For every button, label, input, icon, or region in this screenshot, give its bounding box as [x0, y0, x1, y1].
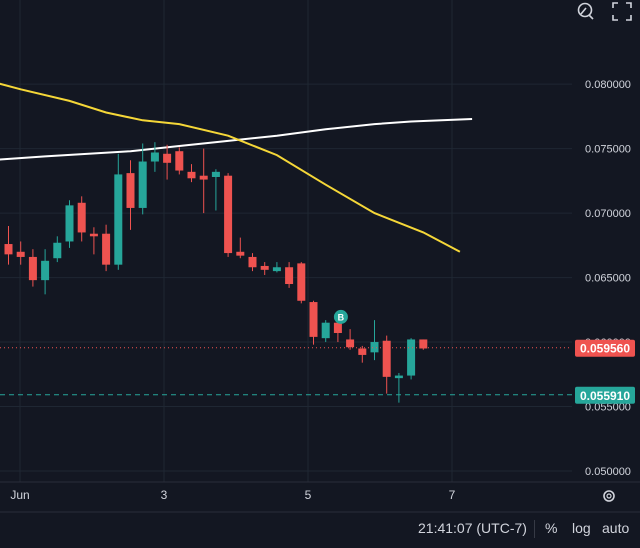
- settings-icon[interactable]: [603, 490, 615, 502]
- x-tick-label: Jun: [10, 488, 29, 502]
- y-tick-label: 0.070000: [585, 208, 631, 220]
- candle-body[interactable]: [199, 175, 208, 180]
- candle-body[interactable]: [394, 375, 403, 379]
- candle-body[interactable]: [285, 267, 294, 285]
- candle-body[interactable]: [4, 244, 13, 255]
- screenshot-icon[interactable]: [572, 0, 600, 24]
- candle-body[interactable]: [407, 339, 416, 376]
- buy-marker-label: B: [338, 312, 345, 322]
- target-price-label: 0.055910: [580, 389, 630, 403]
- x-tick-label: 3: [161, 488, 168, 502]
- y-tick-label: 0.050000: [585, 466, 631, 478]
- y-tick-label: 0.055000: [585, 402, 631, 414]
- fullscreen-icon[interactable]: [608, 0, 636, 24]
- candle-body[interactable]: [272, 267, 281, 272]
- candle-body[interactable]: [419, 339, 428, 349]
- x-tick-label: 5: [305, 488, 312, 502]
- candle-body[interactable]: [102, 233, 111, 265]
- candle-body[interactable]: [175, 151, 184, 171]
- candle-body[interactable]: [260, 265, 269, 270]
- last-price-label: 0.059560: [580, 342, 630, 356]
- candle-body[interactable]: [321, 322, 330, 339]
- candle-body[interactable]: [333, 322, 342, 334]
- candle-body[interactable]: [126, 173, 135, 208]
- candle-body[interactable]: [236, 251, 245, 256]
- y-tick-label: 0.080000: [585, 79, 631, 91]
- candle-body[interactable]: [28, 256, 37, 281]
- target-price-badge: [575, 386, 635, 404]
- candle-body[interactable]: [224, 175, 233, 254]
- candle-body[interactable]: [346, 339, 355, 348]
- candle-body[interactable]: [89, 233, 98, 237]
- candle-body[interactable]: [114, 174, 123, 265]
- y-tick-label: 0.075000: [585, 144, 631, 156]
- candle-body[interactable]: [370, 342, 379, 353]
- bottom-toolbar: 21:41:07 (UTC-7) % log auto: [0, 513, 640, 543]
- candle-body[interactable]: [65, 205, 74, 242]
- candle-body[interactable]: [309, 302, 318, 337]
- candle-body[interactable]: [248, 256, 257, 268]
- percent-toggle[interactable]: %: [545, 520, 558, 536]
- moving-average-yellow: [0, 82, 461, 253]
- candle-body[interactable]: [138, 161, 147, 208]
- x-tick-label: 7: [449, 488, 456, 502]
- y-tick-label: 0.065000: [585, 273, 631, 285]
- candle-body[interactable]: [16, 251, 25, 257]
- auto-toggle[interactable]: auto: [602, 520, 630, 536]
- candle-body[interactable]: [211, 171, 220, 177]
- last-price-badge: [575, 339, 635, 357]
- candle-body[interactable]: [382, 340, 391, 377]
- candle-body[interactable]: [163, 153, 172, 163]
- candle-body[interactable]: [41, 260, 50, 281]
- candle-body[interactable]: [187, 171, 196, 179]
- log-toggle[interactable]: log: [572, 520, 591, 536]
- candle-body[interactable]: [150, 152, 159, 162]
- candle-body[interactable]: [77, 202, 86, 233]
- candle-body[interactable]: [297, 263, 306, 301]
- candle-body[interactable]: [358, 348, 367, 355]
- buy-marker[interactable]: [333, 309, 348, 324]
- clock-time: 21:41:07 (UTC-7): [418, 520, 527, 536]
- moving-average-white: [0, 118, 473, 161]
- divider: [534, 520, 535, 538]
- candle-body[interactable]: [53, 242, 62, 259]
